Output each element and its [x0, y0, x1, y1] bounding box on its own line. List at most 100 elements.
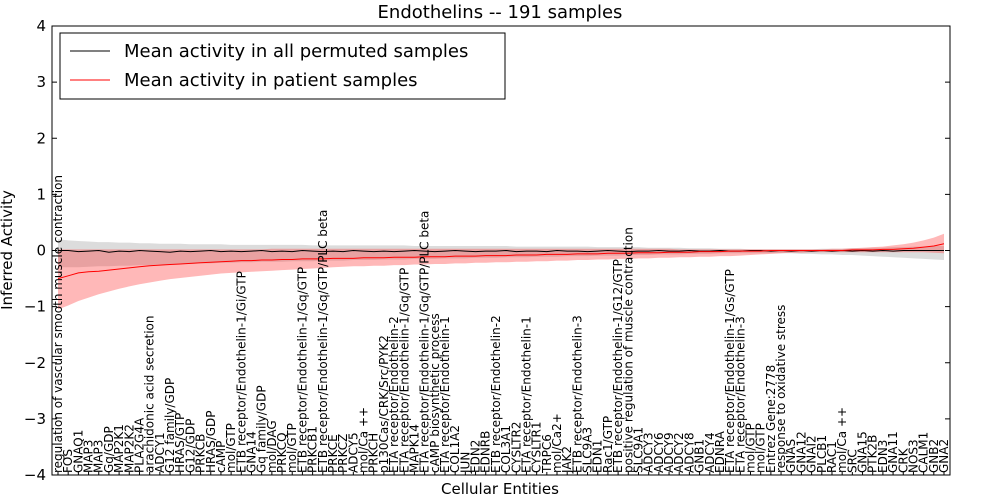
- x-category-label: response to oxidative stress: [774, 305, 788, 473]
- x-category-label: SLC9A1: [632, 427, 646, 473]
- x-category-label: mol/GTP: [754, 423, 768, 473]
- x-category-label: GNAI2: [805, 435, 819, 473]
- x-category-label: PLCB1: [815, 435, 829, 473]
- x-category-label: mol/GTP: [744, 423, 758, 473]
- y-tick-label: 2: [36, 129, 46, 147]
- y-tick-label: −4: [24, 466, 46, 484]
- x-category-label: mol/GTP: [224, 423, 238, 473]
- x-category-label: mol/Ca ++: [357, 407, 371, 473]
- x-category-label: positive regulation of muscle contractio…: [621, 227, 635, 473]
- x-category-label: PRKCZ: [336, 434, 350, 473]
- y-tick-label: 3: [36, 73, 46, 91]
- plot-area: [57, 233, 945, 310]
- x-category-label: GNA14: [245, 431, 259, 473]
- x-category-label: mol/Ca2+: [550, 413, 564, 473]
- x-category-label: EDNRA: [713, 430, 727, 473]
- x-category-label: Gq family/GDP: [255, 385, 269, 473]
- x-category-label: MAP2K2: [122, 424, 136, 473]
- x-category-label: PRKCB: [194, 434, 208, 473]
- x-category-label: G12/GDP: [183, 419, 197, 473]
- x-category-label: JAK2: [560, 446, 574, 474]
- x-category-label: RAC1: [825, 441, 839, 473]
- y-tick-label: −1: [24, 298, 46, 316]
- x-category-label: ETA receptor/Endothelin-3: [733, 316, 747, 473]
- x-category-label: cAMP: [214, 441, 228, 473]
- x-category-label: ETB receptor/Endothelin-1/Gi/GTP: [234, 271, 248, 473]
- y-axis-label: Inferred Activity: [0, 190, 16, 310]
- legend-permuted-label: Mean activity in all permuted samples: [124, 41, 468, 62]
- x-axis-label: Cellular Entities: [441, 480, 559, 498]
- y-tick-label: −2: [24, 354, 46, 372]
- y-tick-label: 1: [36, 185, 46, 203]
- x-category-label: GNAQ1: [71, 430, 85, 473]
- x-category-label: COL3A1: [499, 425, 513, 473]
- x-category-label: ADCY3: [642, 432, 656, 473]
- y-tick-label: 4: [36, 17, 46, 35]
- x-category-label: CALM1: [917, 432, 931, 473]
- x-category-label: PTK2B: [866, 435, 880, 473]
- x-category-label: ADCY1: [153, 432, 167, 473]
- x-category-label: Rac1/GTP: [601, 416, 615, 473]
- x-category-label: PRKCH: [367, 433, 381, 473]
- x-category-label: CYSLTR2: [509, 422, 523, 473]
- x-category-label: JUN: [458, 452, 472, 474]
- x-category-label: NOS3: [906, 439, 920, 473]
- x-category-label: SRC: [845, 449, 859, 473]
- x-category-label: ADCY2: [672, 432, 686, 473]
- x-category-label: PRKCQ: [275, 432, 289, 473]
- x-category-label: ADCY9: [662, 432, 676, 473]
- x-category-label: GNA15: [856, 431, 870, 473]
- x-category-label: mol/Ca ++: [835, 407, 849, 473]
- y-axis: −4 −3 −2 −1 0 1 2 3 4: [24, 17, 950, 484]
- x-category-label: MAP3: [82, 440, 96, 473]
- x-category-label: G12 family/GDP: [163, 378, 177, 473]
- x-category-label: ETA receptor/Endothelin-1: [438, 316, 452, 473]
- x-category-label: ADCY8: [682, 432, 696, 473]
- x-category-label: Entrez Gene:2778: [764, 365, 778, 473]
- x-category-label: GNAS: [784, 439, 798, 473]
- x-category-label: GNA12: [794, 431, 808, 473]
- x-category-label: MAP2K1: [112, 424, 126, 473]
- x-category-label: CRK: [896, 447, 910, 473]
- x-category-label: regulation of vascular smooth muscle con…: [51, 175, 65, 473]
- x-category-label: MAP3: [92, 440, 106, 473]
- legend: Mean activity in all permuted samples Me…: [59, 32, 506, 100]
- x-axis-category-labels: regulation of vascular smooth muscle con…: [51, 175, 951, 475]
- x-category-label: ETB receptor/Endothelin-2: [489, 315, 503, 473]
- x-category-label: EDNRB: [479, 431, 493, 473]
- x-category-label: ADCY5: [346, 432, 360, 473]
- x-category-label: p130Cas/CRK/Src/PYK2: [377, 335, 391, 473]
- x-category-label: ETA receptor/Endothelin-1/Gq/GTP: [397, 268, 411, 473]
- x-category-label: FOS: [61, 449, 75, 473]
- x-category-label: mol/DAG: [265, 420, 279, 473]
- x-category-label: GNB2: [927, 439, 941, 473]
- x-category-label: PLA2G4A: [133, 417, 147, 473]
- permuted-range-band: [58, 239, 944, 268]
- x-category-label: EDN2: [469, 440, 483, 473]
- patient-range-band: [58, 233, 944, 310]
- x-category-label: ETA receptor/Endothelin-1: [520, 316, 534, 473]
- x-category-label: ETB receptor/Endothelin-1/G12/GTP: [611, 259, 625, 473]
- legend-box: [59, 32, 506, 100]
- legend-patient-label: Mean activity in patient samples: [124, 70, 418, 91]
- x-category-label: ETA receptor/Endothelin-2: [387, 316, 401, 473]
- x-category-label: EDN3: [876, 440, 890, 473]
- x-category-label: mol/GTP: [285, 423, 299, 473]
- x-category-label: GNB1: [693, 439, 707, 473]
- x-category-label: ADCY6: [652, 432, 666, 473]
- y-tick-label: 0: [36, 242, 46, 260]
- x-category-label: MAPK14: [407, 424, 421, 473]
- x-category-label: SLC9A3: [581, 427, 595, 473]
- x-category-label: TRPC6: [540, 434, 554, 474]
- x-category-label: EDN1: [591, 440, 605, 473]
- x-category-label: ETB receptor/Endothelin-1/Gq/GTP: [295, 267, 309, 473]
- x-category-label: HRAS/GTP: [173, 413, 187, 473]
- patient-mean-line: [57, 243, 945, 280]
- x-category-label: ETB receptor/Endothelin-3: [570, 315, 584, 473]
- y-tick-label: −3: [24, 410, 46, 428]
- x-category-label: CYSLTR1: [530, 422, 544, 473]
- x-category-label: GNA11: [886, 431, 900, 473]
- x-category-label: cAMP biosynthetic process: [428, 313, 442, 473]
- x-category-label: HRAS/GDP: [204, 410, 218, 473]
